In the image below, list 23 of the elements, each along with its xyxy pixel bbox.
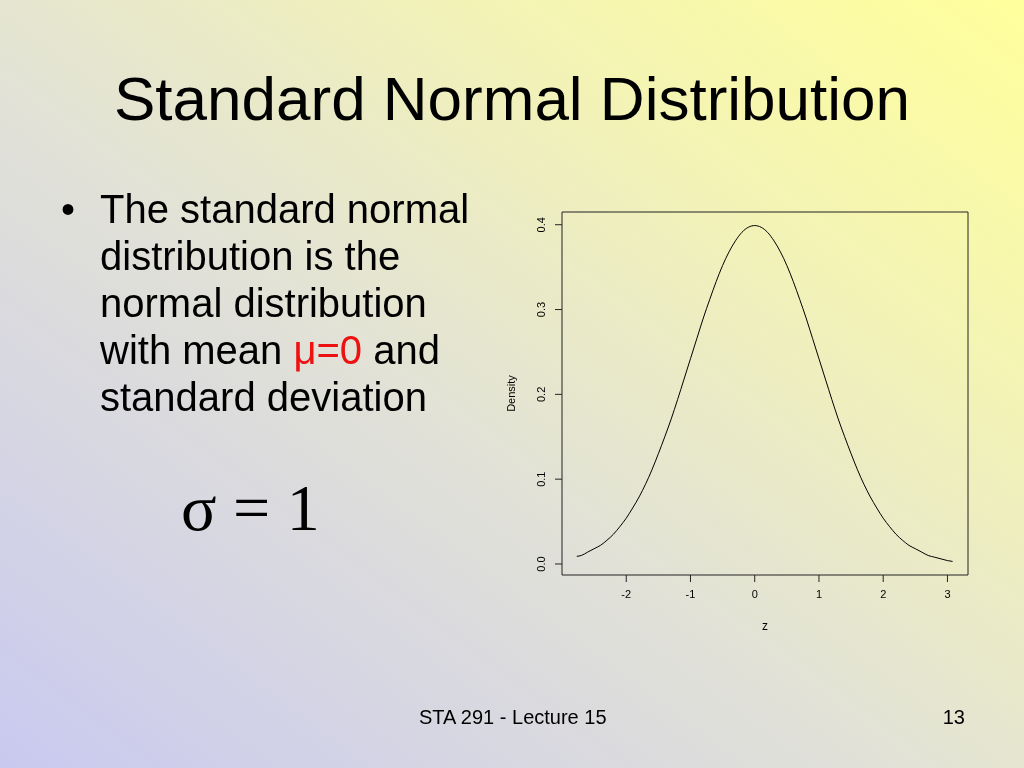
text: σ = 1	[181, 471, 320, 544]
y-tick-label: 0.3	[535, 301, 547, 318]
x-tick-label: -2	[621, 587, 632, 600]
line-series	[576, 225, 954, 562]
text: •	[61, 187, 76, 231]
x-tick-label: -1	[685, 587, 696, 600]
text: μ=0	[293, 328, 363, 372]
text: STA 291 - Lecture 15	[419, 706, 607, 728]
y-axis-title: Density	[504, 374, 517, 412]
chart-title: Standard Normal Distribution	[113, 64, 910, 133]
x-axis-title: z	[762, 619, 768, 633]
text: 13	[942, 706, 965, 728]
text: and	[373, 328, 440, 372]
x-tick-label: 3	[944, 587, 951, 600]
text: with mean	[100, 328, 283, 372]
x-tick-label: 2	[880, 587, 887, 600]
y-tick-label: 0.1	[535, 471, 547, 487]
y-tick-label: 0.4	[535, 217, 547, 233]
x-tick-label: 1	[815, 587, 823, 600]
y-tick-label: 0.2	[535, 386, 547, 402]
x-tick-label: 0	[751, 587, 758, 600]
text: standard deviation	[100, 375, 427, 419]
y-tick-label: 0.0	[535, 556, 547, 572]
